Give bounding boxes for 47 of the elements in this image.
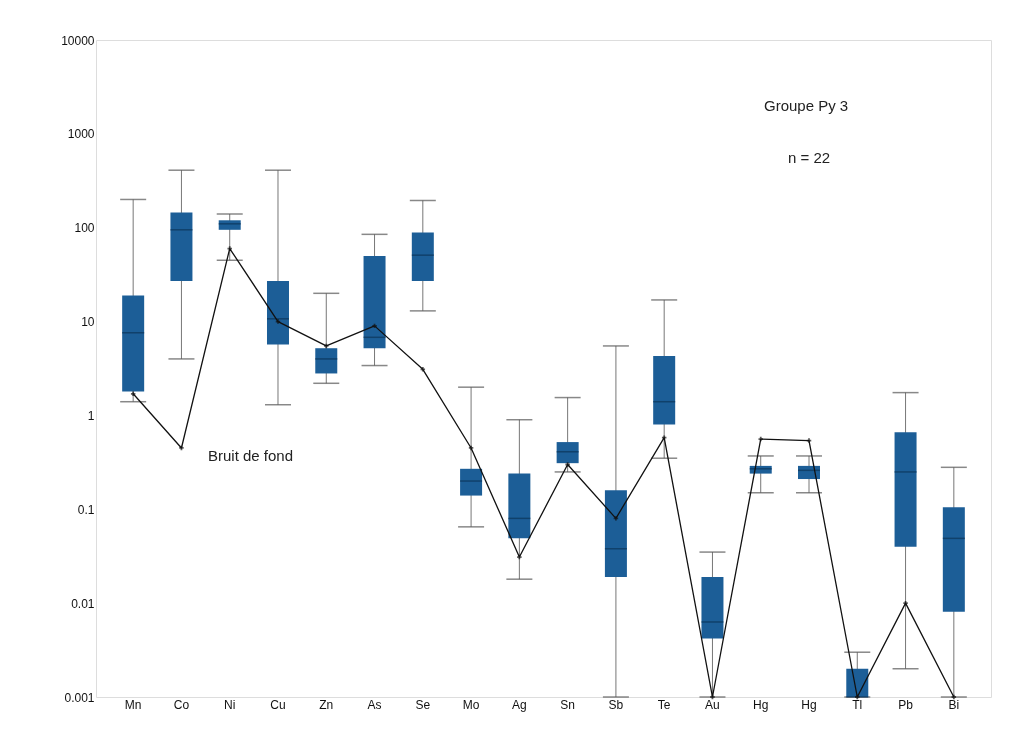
y-tick-label: 10000 xyxy=(61,33,95,48)
series-label: Bruit de fond xyxy=(208,447,294,464)
point xyxy=(903,600,908,606)
x-tick-label: Pb xyxy=(898,697,914,712)
annotation: Groupe Py 3 xyxy=(764,97,849,114)
annotation: n = 22 xyxy=(788,149,831,166)
x-tick-label: Mn xyxy=(124,697,142,712)
x-tick-label: Hg xyxy=(753,697,769,712)
x-tick-label: As xyxy=(367,697,382,712)
x-tick-label: Te xyxy=(657,697,671,712)
x-tick-label: Mo xyxy=(462,697,480,712)
y-tick-label: 0.001 xyxy=(64,690,95,705)
point xyxy=(179,445,184,451)
point xyxy=(661,435,667,440)
point xyxy=(565,462,570,467)
point xyxy=(468,445,474,451)
x-tick-label: Zn xyxy=(319,697,334,712)
y-tick-label: 0.01 xyxy=(71,596,95,611)
x-tick-label: Sn xyxy=(560,697,575,712)
x-tick-label: Sb xyxy=(608,697,624,712)
y-tick-label: 1000 xyxy=(67,127,95,142)
x-tick-label: Co xyxy=(173,697,190,712)
y-tick-label: 0.1 xyxy=(77,502,95,517)
point xyxy=(420,367,426,372)
y-tick-label: 100 xyxy=(74,221,95,236)
point xyxy=(855,694,860,700)
x-tick-label: Bi xyxy=(948,697,960,712)
point xyxy=(130,391,136,397)
point xyxy=(806,438,812,443)
point xyxy=(324,343,329,349)
point xyxy=(372,323,377,329)
y-tick-label: 10 xyxy=(81,315,95,330)
x-tick-label: Se xyxy=(415,697,431,712)
point xyxy=(517,554,522,560)
x-tick-label: Au xyxy=(705,697,720,712)
x-tick-label: Hg xyxy=(801,697,817,712)
x-tick-label: Tl xyxy=(852,697,863,712)
x-tick-label: Ni xyxy=(224,697,236,712)
x-tick-label: Ag xyxy=(512,697,527,712)
y-tick-label: 1 xyxy=(87,408,95,423)
point xyxy=(710,694,715,700)
x-tick-label: Cu xyxy=(270,697,286,712)
point xyxy=(951,694,957,700)
point xyxy=(227,246,232,251)
point xyxy=(275,319,281,324)
point xyxy=(613,516,619,521)
point xyxy=(758,436,763,442)
